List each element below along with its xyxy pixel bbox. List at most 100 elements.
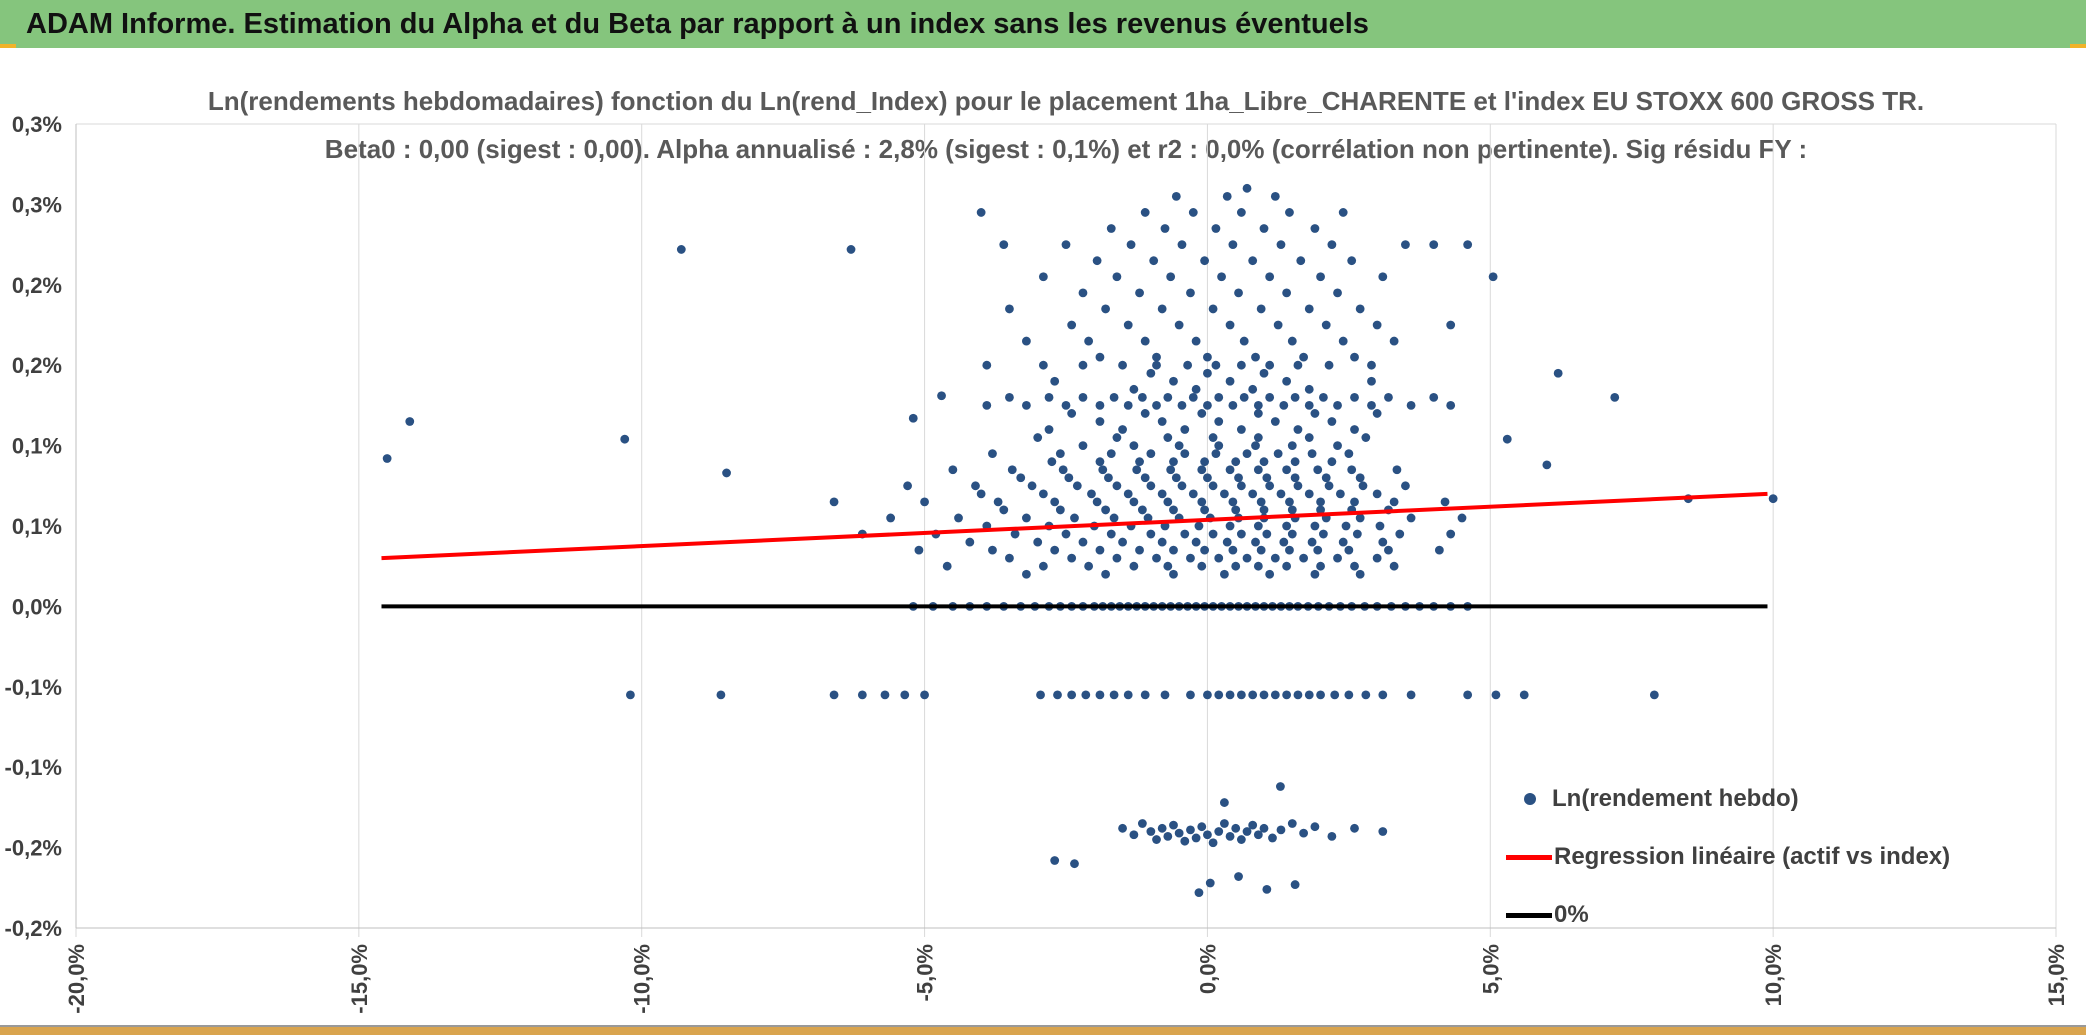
legend-item-zero: 0% [1500,886,2060,944]
data-point [942,561,952,571]
data-point [1231,823,1241,833]
data-point [1372,320,1382,330]
data-point [1146,529,1156,539]
legend-item-regression: Regression linéaire (actif vs index) [1500,828,2060,886]
data-point [1112,272,1122,282]
data-point [1282,288,1292,298]
data-point [1092,497,1102,507]
data-point [1010,529,1020,539]
data-point [1112,481,1122,491]
data-point [1188,489,1198,499]
data-point [1084,561,1094,571]
data-point [1129,441,1139,450]
data-point [1118,360,1127,370]
data-point [1171,473,1181,483]
data-point [1203,473,1212,483]
data-point [1259,457,1269,467]
data-point [1234,872,1243,881]
data-point [1307,449,1317,459]
data-point [982,360,992,370]
data-point [1610,392,1620,402]
data-point [1352,529,1362,539]
data-point [1191,336,1201,346]
data-point [1296,256,1306,266]
data-point [1256,497,1266,507]
data-point [1081,690,1091,700]
data-point [920,497,929,507]
data-point [1135,288,1144,298]
data-point [1304,384,1314,394]
data-point [1358,481,1368,491]
data-point [1282,561,1292,571]
data-point [1163,392,1173,402]
data-point [1186,288,1195,298]
data-point [1152,401,1161,410]
data-point [1355,569,1365,579]
data-point [1236,360,1246,370]
data-point [1228,545,1238,555]
data-point [1234,473,1243,483]
data-point [1293,360,1303,370]
data-point [1321,320,1331,330]
data-point [1027,481,1037,491]
data-point [1225,690,1235,700]
data-point [1123,320,1133,330]
data-point [1053,690,1062,700]
data-point [1304,304,1314,314]
data-point [1180,449,1190,459]
data-point [1157,489,1167,499]
data-point [1285,497,1294,507]
data-point [1347,465,1357,475]
data-point [1101,505,1110,515]
data-point [1095,457,1105,467]
data-point [903,481,912,491]
data-point [1276,240,1286,250]
data-point [1350,561,1359,571]
data-point [846,245,856,254]
data-point [1333,288,1342,298]
data-point [1231,561,1241,571]
data-point [1251,537,1260,547]
legend-label-regression: Regression linéaire (actif vs index) [1554,843,1951,870]
data-point [1095,417,1105,426]
data-point [1208,481,1218,491]
data-point [1194,888,1204,898]
data-point [1367,360,1376,370]
data-point [1270,690,1280,700]
data-point [971,481,980,491]
data-point [1355,473,1365,483]
data-point [1225,376,1235,386]
legend-regression-line-swatch [1506,854,1552,860]
data-point [1406,513,1416,523]
data-point [1157,823,1167,833]
data-point [1152,360,1161,370]
data-point [1262,473,1272,483]
data-point [1186,825,1195,835]
data-point [716,690,726,700]
data-point [1251,441,1260,450]
data-point [1395,529,1405,539]
data-point [1157,417,1167,426]
data-point [1109,392,1119,402]
data-point [1768,494,1778,504]
data-point [1367,401,1376,410]
data-point [1327,240,1337,250]
data-point [1140,409,1150,418]
data-point [1259,224,1269,233]
data-point [1488,272,1498,282]
data-point [908,413,918,423]
data-point [1188,392,1198,402]
data-point [886,513,896,523]
data-point [1434,545,1444,555]
data-point [1316,690,1325,700]
data-point [1310,224,1320,233]
data-point [1055,505,1065,515]
data-point [976,489,986,499]
data-point [1231,457,1241,467]
data-point [1222,191,1232,201]
data-point [1242,183,1252,193]
data-point [1259,505,1269,515]
data-point [1132,465,1142,475]
data-point [382,454,392,463]
data-point [914,545,924,555]
